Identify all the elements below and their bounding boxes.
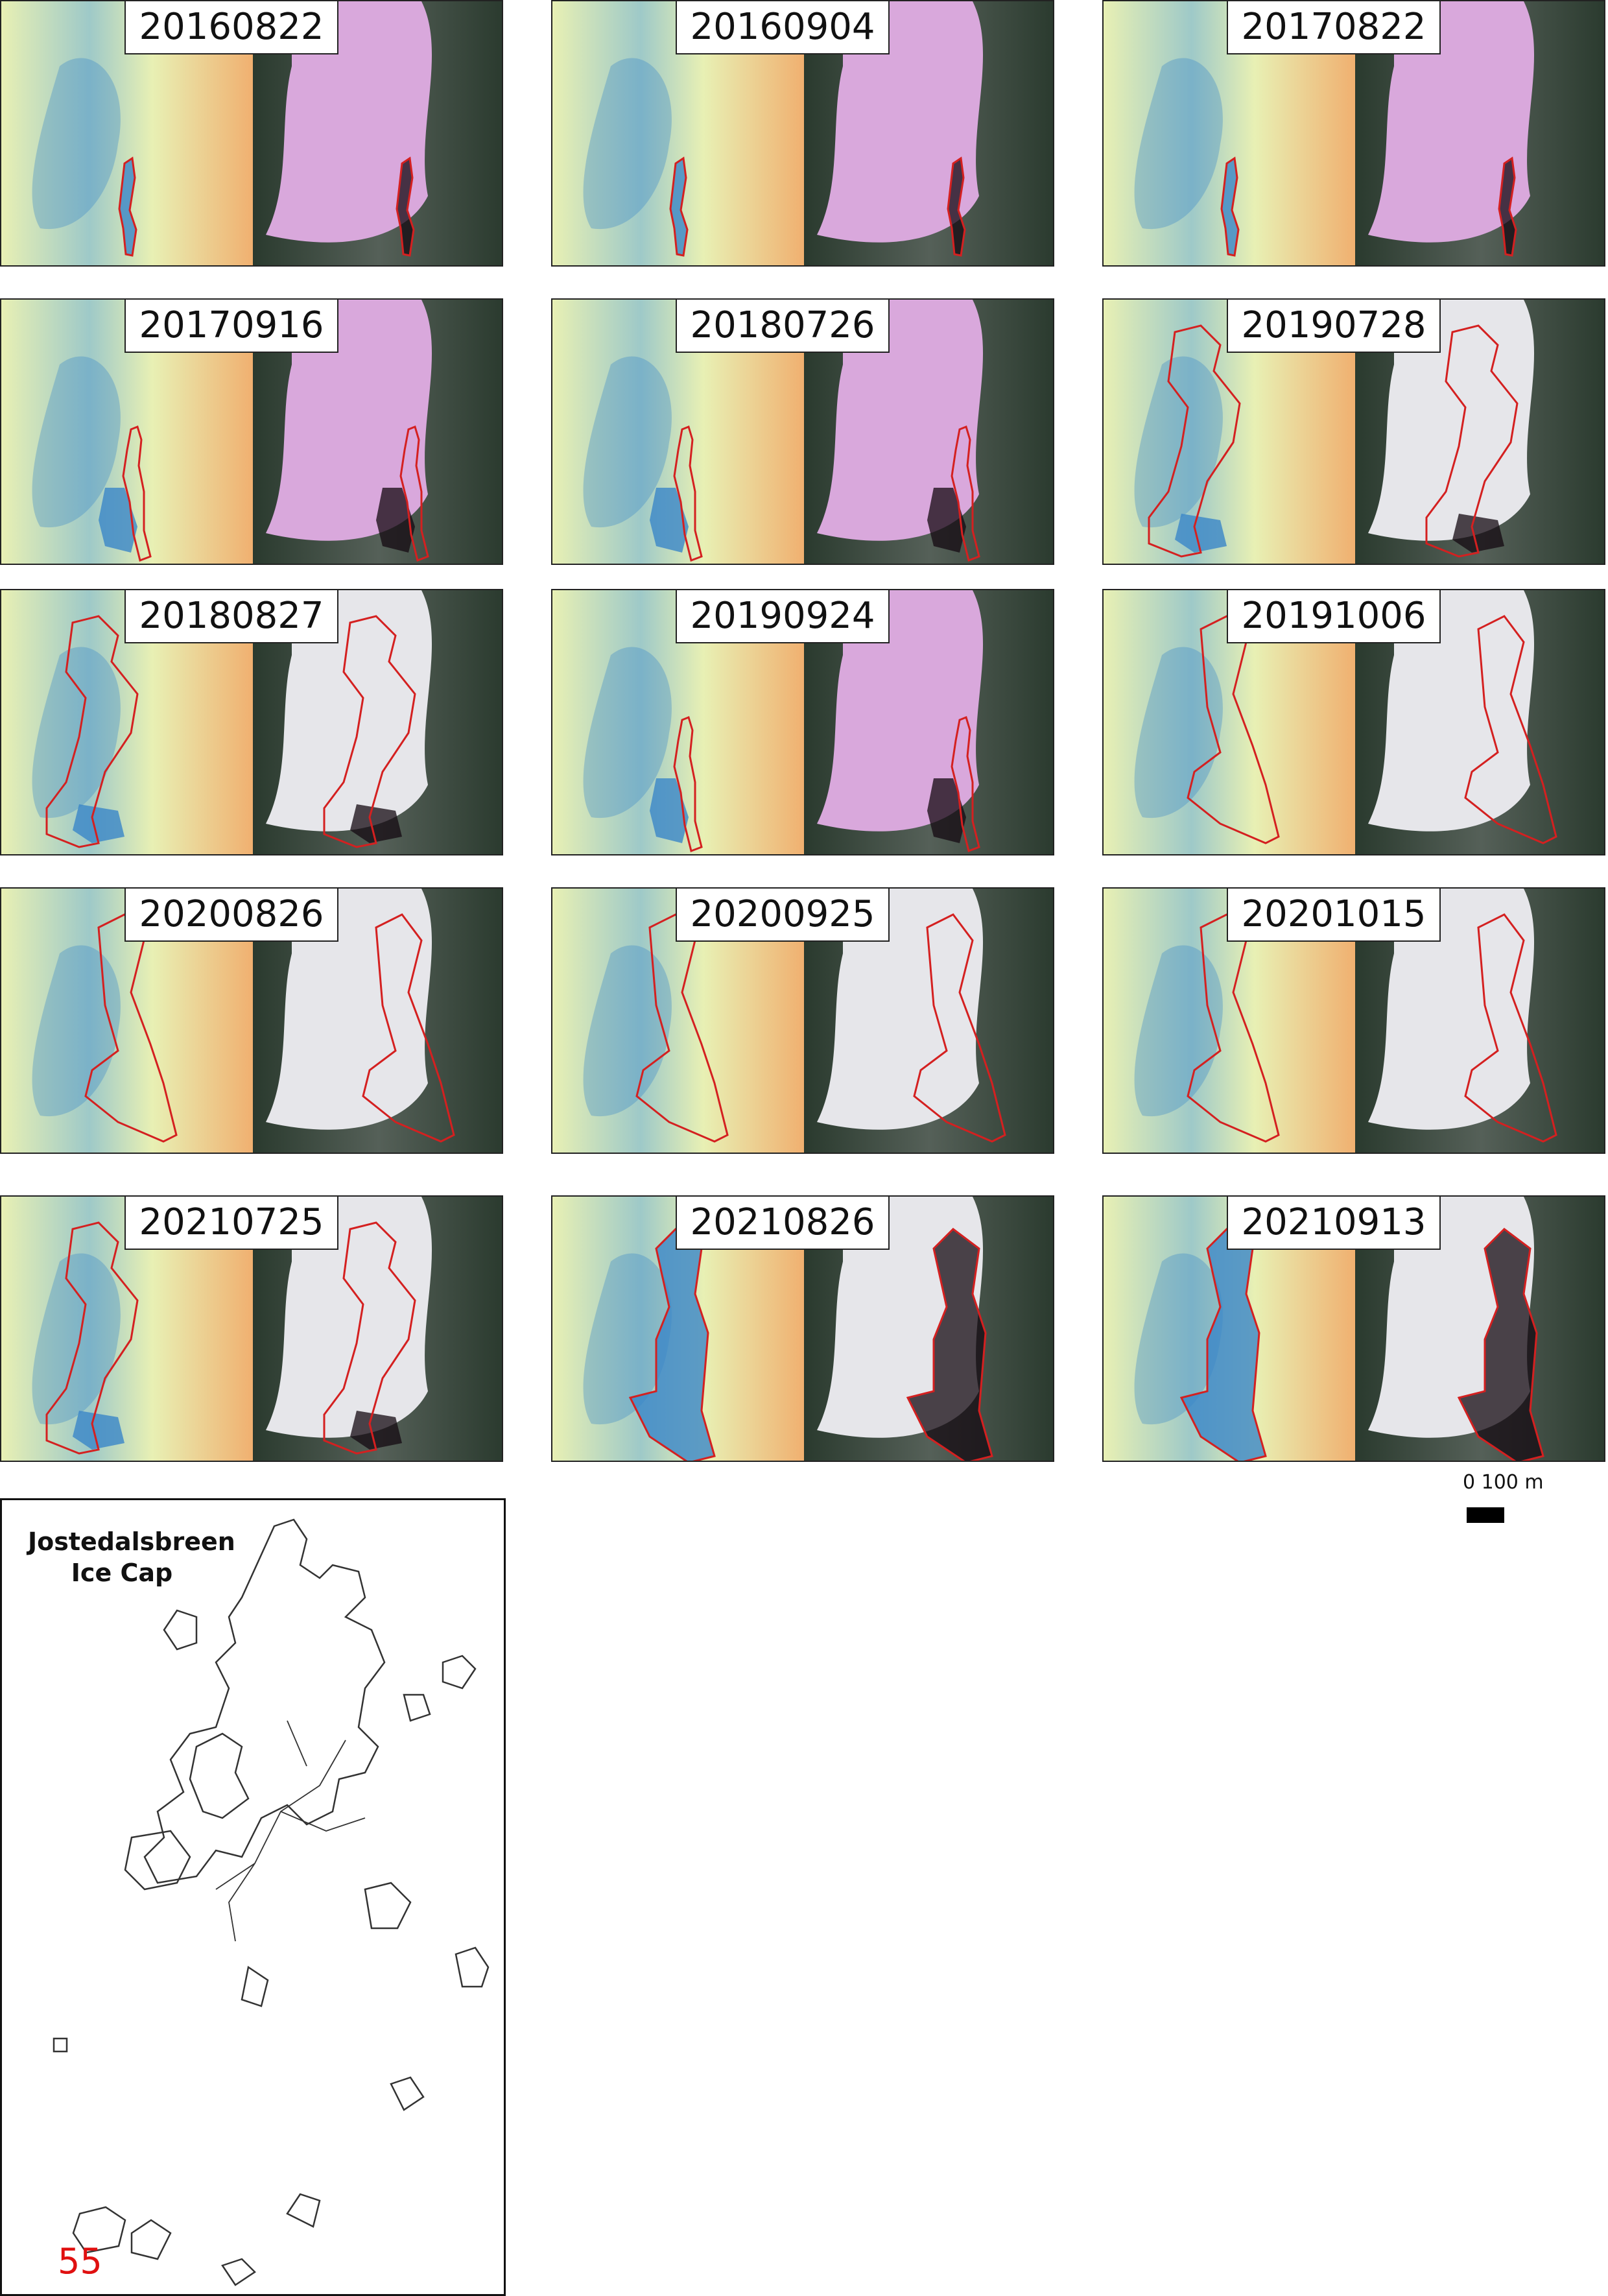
image-panel: 20170916 — [0, 298, 503, 565]
image-panel: 20210913 — [1102, 1195, 1605, 1462]
image-panel: 20190924 — [551, 589, 1054, 855]
acquisition-date-label: 20170916 — [124, 300, 338, 353]
image-panel: 20200925 — [551, 887, 1054, 1154]
scale-bar-graphic — [1467, 1507, 1504, 1523]
inset-title: Jostedalsbreen Ice Cap — [28, 1526, 235, 1588]
scale-bar: 0 100 m — [1463, 1471, 1544, 1523]
acquisition-date-label: 20210725 — [124, 1197, 338, 1250]
acquisition-date-label: 20180726 — [676, 300, 890, 353]
image-panel: 20201015 — [1102, 887, 1605, 1154]
acquisition-date-label: 20190728 — [1227, 300, 1441, 353]
image-panel: 20210826 — [551, 1195, 1054, 1462]
acquisition-date-label: 20200826 — [124, 889, 338, 942]
acquisition-date-label: 20190924 — [676, 590, 890, 643]
acquisition-date-label: 20170822 — [1227, 1, 1441, 54]
image-panel: 20210725 — [0, 1195, 503, 1462]
inset-title-line2: Ice Cap — [71, 1559, 173, 1587]
image-panel: 20180726 — [551, 298, 1054, 565]
acquisition-date-label: 20160822 — [124, 1, 338, 54]
lake-id-label: 55 — [58, 2241, 102, 2282]
image-panel: 20190728 — [1102, 298, 1605, 565]
image-panel: 20160904 — [551, 0, 1054, 267]
acquisition-date-label: 20160904 — [676, 1, 890, 54]
inset-title-line1: Jostedalsbreen — [28, 1527, 235, 1556]
acquisition-date-label: 20210913 — [1227, 1197, 1441, 1250]
acquisition-date-label: 20210826 — [676, 1197, 890, 1250]
scale-bar-label: 0 100 m — [1463, 1471, 1544, 1494]
rgb-image — [804, 889, 1053, 1153]
overview-inset-map: Jostedalsbreen Ice Cap 55 — [0, 1498, 506, 2296]
acquisition-date-label: 20191006 — [1227, 590, 1441, 643]
ice-cap-outline-map — [53, 1518, 490, 2286]
rgb-image — [1355, 889, 1604, 1153]
rgb-image — [804, 590, 1053, 854]
image-panel: 20180827 — [0, 589, 503, 855]
acquisition-date-label: 20201015 — [1227, 889, 1441, 942]
image-panel: 20160822 — [0, 0, 503, 267]
image-panel: 20200826 — [0, 887, 503, 1154]
acquisition-date-label: 20180827 — [124, 590, 338, 643]
image-panel: 20170822 — [1102, 0, 1605, 267]
image-panel: 20191006 — [1102, 589, 1605, 855]
acquisition-date-label: 20200925 — [676, 889, 890, 942]
